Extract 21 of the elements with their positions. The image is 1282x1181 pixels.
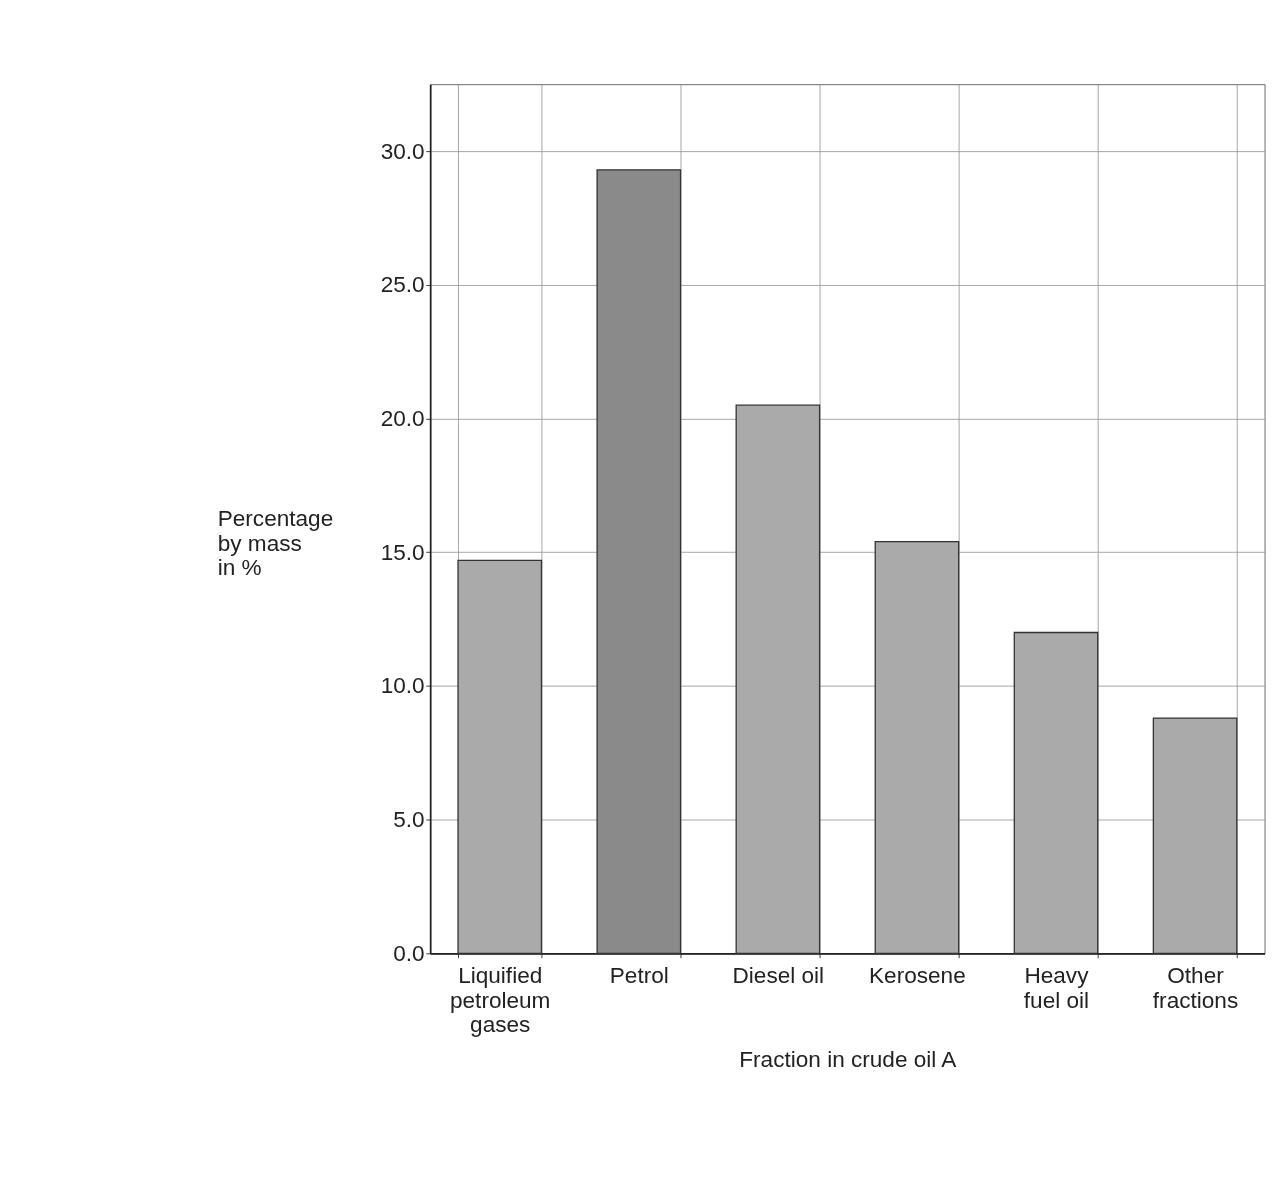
y-tick-label: 10.0 (380, 673, 425, 699)
x-tick-label: Kerosene (869, 963, 966, 989)
x-tick-label: Petrol (609, 963, 669, 989)
x-tick-label: Diesel oil (732, 963, 825, 989)
bar (457, 559, 543, 955)
y-tick-label: 0.0 (393, 940, 425, 966)
x-tick-label: Other fractions (1152, 963, 1239, 1013)
y-tick-label: 20.0 (380, 405, 425, 431)
y-tick-label: 15.0 (380, 539, 425, 565)
y-tick-label: 25.0 (380, 272, 425, 298)
y-tick-label: 5.0 (393, 807, 425, 833)
bar (1152, 717, 1238, 955)
bar (735, 404, 821, 955)
x-tick-label: Liquified petroleum gases (449, 963, 551, 1038)
bar (1013, 631, 1099, 955)
bar (874, 540, 960, 955)
bar (596, 169, 682, 955)
x-axis-title: Fraction in crude oil A (739, 1046, 958, 1072)
x-tick-label: Heavy fuel oil (1023, 963, 1090, 1013)
y-tick-label: 30.0 (380, 138, 425, 164)
y-axis-title: Percentage by mass in % (217, 506, 334, 580)
